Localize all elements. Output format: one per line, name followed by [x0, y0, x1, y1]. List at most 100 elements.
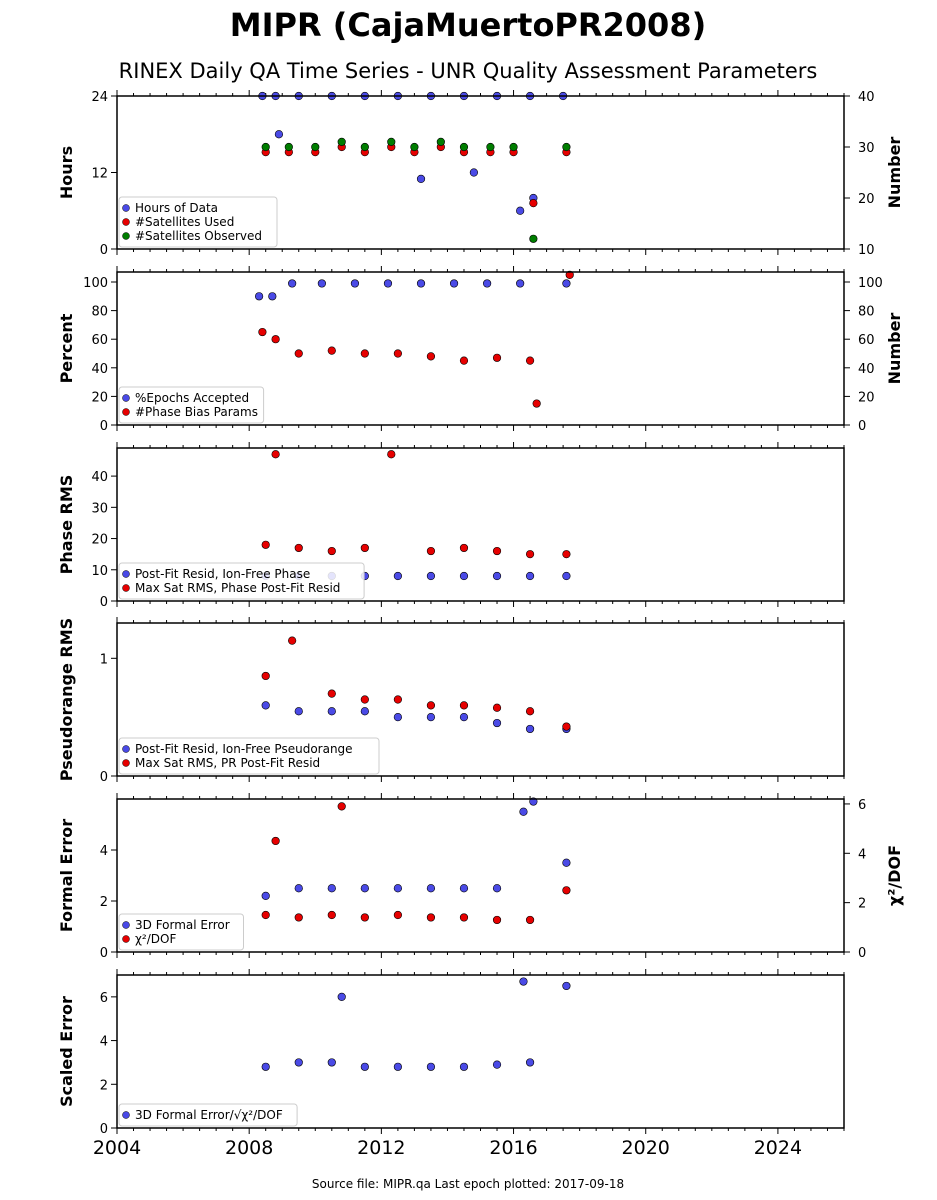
data-point-blue: [294, 1058, 303, 1067]
y-tick-label: 30: [91, 501, 108, 516]
legend-marker: [122, 408, 130, 416]
data-point-green: [261, 142, 270, 152]
legend-entry: #Phase Bias Params: [135, 405, 258, 419]
chart-panel-2: 0 20 40 60 80 100 0 20 40 60 80 100 Percent Number %Ep…: [57, 266, 904, 434]
y-axis-label: Pseudorange RMS: [57, 618, 76, 781]
legend-marker: [122, 759, 130, 767]
y-right-tick-label: 20: [858, 390, 875, 405]
data-point-red: [261, 540, 270, 549]
data-point-blue: [416, 279, 426, 288]
figure-subtitle: RINEX Daily QA Time Series - UNR Quality…: [119, 59, 818, 83]
legend-box: [118, 913, 244, 951]
data-point-red: [426, 352, 436, 361]
data-point-red: [459, 913, 469, 922]
data-point-blue: [519, 807, 528, 816]
data-point-red: [492, 353, 502, 362]
legend-entry: Max Sat RMS, PR Post-Fit Resid: [135, 756, 320, 770]
x-tick-label: 2004: [93, 1137, 141, 1159]
data-point-blue: [294, 884, 303, 893]
legend-entry: 3D Formal Error: [135, 918, 230, 932]
data-point-red: [271, 450, 280, 459]
data-point-red: [271, 335, 280, 344]
plot-frame: [116, 95, 845, 250]
data-point-blue: [360, 884, 369, 893]
x-tick-label: 2024: [754, 1137, 802, 1159]
y-tick-label: 0: [100, 419, 108, 434]
data-point-blue: [261, 891, 270, 901]
legend-box: [118, 562, 365, 600]
data-point-blue: [268, 292, 277, 301]
legend-entry: #Satellites Used: [135, 215, 234, 229]
legend-box: [118, 196, 278, 248]
y-tick-label: 1: [100, 652, 108, 667]
y-right-tick-label: 80: [858, 305, 875, 320]
data-point-blue: [393, 884, 402, 893]
legend-entry: #Satellites Observed: [135, 229, 262, 243]
data-point-blue: [261, 701, 270, 710]
data-point-blue: [525, 724, 535, 734]
data-point-green: [486, 142, 495, 152]
data-point-blue: [562, 279, 571, 288]
data-point-blue: [254, 292, 264, 301]
y-right-axis-label: Number: [885, 313, 904, 385]
legend-entry: 3D Formal Error/√χ²/DOF: [135, 1108, 283, 1122]
data-point-red: [327, 910, 336, 920]
x-tick-label: 2016: [489, 1137, 537, 1159]
data-point-blue: [562, 858, 571, 867]
data-point-blue: [459, 713, 469, 722]
data-point-red: [492, 703, 502, 712]
y-right-axis-label: Number: [885, 137, 904, 209]
data-point-red: [258, 327, 267, 337]
y-tick-label: 80: [91, 305, 108, 320]
legend-marker: [122, 204, 130, 212]
chart-panel-6: 0 2 4 6 Scaled Error 3D Formal Error/√χ²/DOF 2…: [57, 969, 845, 1159]
data-point-red: [426, 546, 436, 556]
data-point-red: [294, 913, 303, 922]
data-point-red: [459, 543, 469, 553]
data-point-red: [459, 356, 469, 365]
legend-entry: Hours of Data: [135, 201, 218, 215]
data-point-blue: [426, 1062, 436, 1071]
data-point-green: [410, 142, 419, 152]
data-point-green: [337, 137, 346, 146]
data-point-blue: [360, 1062, 369, 1071]
data-point-blue: [492, 571, 502, 581]
legend-entry: %Epochs Accepted: [135, 391, 249, 405]
data-point-blue: [449, 279, 459, 288]
data-point-blue: [327, 707, 336, 716]
data-point-blue: [459, 884, 469, 893]
data-point-blue: [483, 279, 492, 288]
data-point-blue: [261, 1062, 270, 1071]
data-point-green: [436, 137, 445, 146]
legend-entry: Max Sat RMS, Phase Post-Fit Resid: [135, 581, 340, 595]
legend-marker: [122, 921, 130, 929]
data-point-blue: [516, 279, 525, 288]
data-point-blue: [327, 1058, 336, 1067]
data-point-red: [360, 543, 369, 553]
data-point-blue: [492, 718, 502, 728]
plot-frame: [116, 271, 845, 426]
y-tick-label: 60: [91, 333, 108, 348]
data-point-red: [327, 689, 336, 698]
y-tick-label: 4: [100, 1035, 108, 1050]
data-point-blue: [562, 571, 571, 581]
data-point-red: [426, 701, 436, 710]
y-right-tick-label: 10: [858, 243, 875, 258]
data-point-red: [492, 546, 502, 556]
y-right-tick-label: 20: [858, 192, 875, 207]
y-right-tick-label: 6: [858, 798, 866, 813]
data-point-green: [387, 137, 396, 146]
data-point-blue: [393, 1062, 402, 1071]
data-point-blue: [360, 707, 369, 716]
plot-frame: [116, 974, 845, 1129]
y-tick-label: 24: [91, 90, 108, 105]
y-tick-label: 12: [91, 167, 108, 182]
y-right-tick-label: 100: [858, 276, 883, 291]
y-tick-label: 20: [91, 533, 108, 548]
data-point-blue: [519, 977, 528, 986]
data-point-blue: [516, 206, 525, 215]
y-tick-label: 0: [100, 595, 108, 610]
data-point-blue: [469, 168, 478, 177]
